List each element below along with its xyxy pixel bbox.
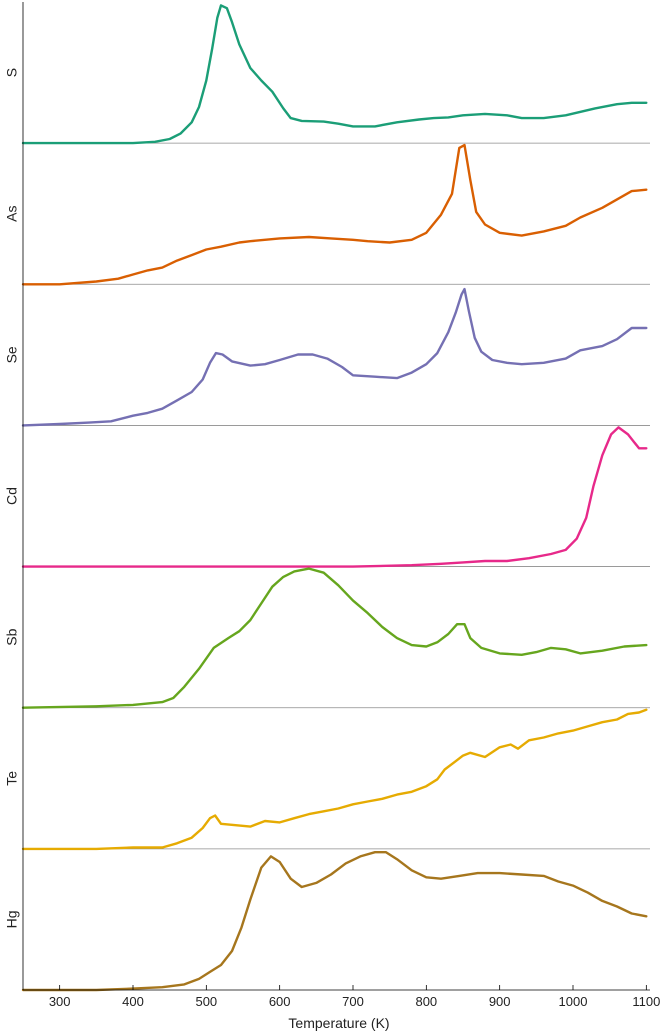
x-tick-label: 1100 (632, 994, 660, 1009)
panel-label-cd: Cd (4, 487, 20, 505)
panel-label-te: Te (4, 771, 20, 786)
series-line-sb (21, 567, 648, 709)
panel-label-se: Se (4, 346, 20, 363)
panel-s: S (4, 4, 650, 145)
panel-as: As (4, 143, 650, 286)
panel-hg: Hg (4, 851, 648, 992)
panel-label-s: S (4, 68, 20, 77)
series-line-se (21, 287, 648, 427)
panel-se: Se (4, 287, 650, 427)
x-tick-label: 700 (342, 994, 364, 1009)
x-tick-label: 1000 (559, 994, 588, 1009)
panel-label-sb: Sb (4, 628, 20, 645)
x-axis: 300 400 500 600 700 800 900 1000 1100 (49, 985, 660, 1009)
x-tick-label: 500 (195, 994, 217, 1009)
x-tick-label: 900 (489, 994, 511, 1009)
panel-sb: Sb (4, 567, 650, 709)
panel-te: Te (4, 708, 650, 851)
panel-cd: Cd (4, 426, 650, 568)
series-line-hg (21, 851, 648, 992)
x-tick-label: 600 (269, 994, 291, 1009)
panel-label-hg: Hg (4, 910, 20, 928)
x-tick-label: 400 (122, 994, 144, 1009)
x-tick-label: 800 (415, 994, 437, 1009)
panel-label-as: As (4, 206, 20, 222)
x-tick-label: 300 (49, 994, 71, 1009)
plot-frame (22, 2, 650, 991)
panels-group: S As Se Cd Sb Te Hg (4, 4, 650, 992)
series-line-te (21, 708, 648, 851)
series-line-cd (21, 426, 648, 568)
series-line-s (21, 4, 648, 145)
series-line-as (21, 143, 648, 286)
x-axis-title: Temperature (K) (288, 1015, 389, 1031)
